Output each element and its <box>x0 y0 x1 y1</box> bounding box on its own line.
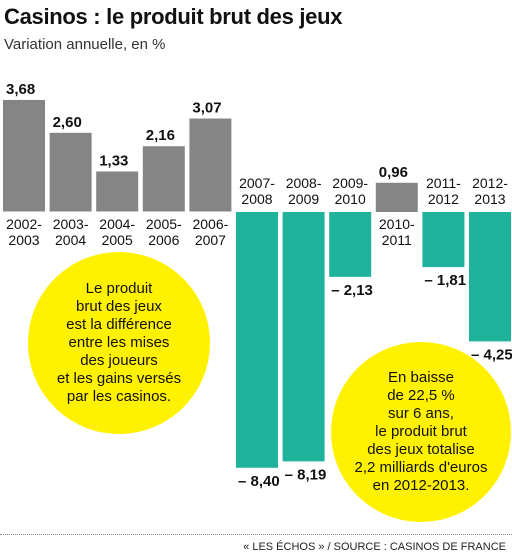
bar <box>96 171 139 212</box>
bar <box>329 212 372 277</box>
category-label: 2012-2013 <box>472 175 508 207</box>
value-label: – 8,40 <box>238 473 280 490</box>
bar <box>189 118 232 212</box>
bar <box>3 99 45 212</box>
chart-title: Casinos : le produit brut des jeux <box>4 4 343 29</box>
value-label: 2,16 <box>146 127 175 144</box>
category-label: 2004-2005 <box>99 216 135 248</box>
category-label: 2002-2003 <box>6 216 42 248</box>
category-label: 2007-2008 <box>239 175 275 207</box>
value-label: 3,07 <box>192 100 221 117</box>
bar <box>142 146 185 212</box>
value-label: – 2,13 <box>331 282 373 299</box>
bar <box>236 212 278 468</box>
bar <box>469 212 511 342</box>
category-label: 2005-2006 <box>146 216 182 248</box>
bar <box>375 182 418 212</box>
value-label: 3,68 <box>6 81 35 98</box>
source-note: « LES ÉCHOS » / SOURCE : CASINOS DE FRAN… <box>243 541 506 553</box>
definition-bubble: Le produit brut des jeux est la différen… <box>28 252 210 434</box>
bar-chart: 2002-2003 3,68 2003-2004 2,60 2004-2005 1,33 2… <box>3 80 512 490</box>
summary-bubble: En baisse de 22,5 % sur 6 ans, le produi… <box>331 342 511 522</box>
category-label: 2010-2011 <box>379 216 415 248</box>
value-label: – 1,81 <box>424 272 466 289</box>
category-label: 2006-2007 <box>192 216 228 248</box>
category-label: 2008-2009 <box>286 175 322 207</box>
category-label: 2003-2004 <box>53 216 89 248</box>
category-label: 2011-2012 <box>426 175 461 207</box>
footer-divider <box>0 534 512 535</box>
value-label: 1,33 <box>99 153 128 170</box>
category-label: 2009-2010 <box>332 175 368 207</box>
bar <box>422 212 465 268</box>
value-label: – 8,19 <box>285 466 327 483</box>
value-label: – 4,25 <box>471 346 512 363</box>
value-label: 2,60 <box>53 114 82 131</box>
value-label: 0,96 <box>379 164 408 181</box>
chart-subtitle: Variation annuelle, en % <box>4 36 166 53</box>
bar <box>282 212 325 462</box>
bar <box>49 132 92 212</box>
